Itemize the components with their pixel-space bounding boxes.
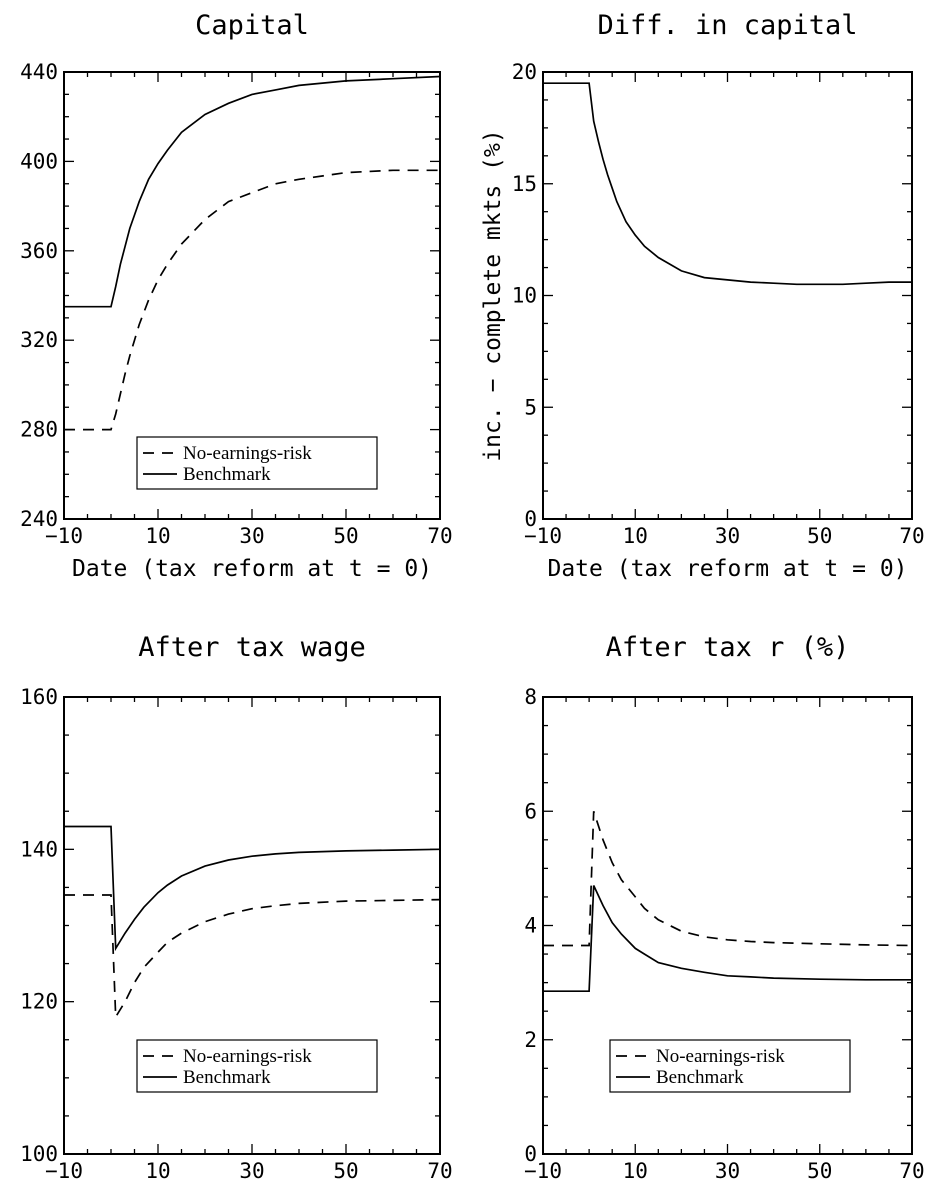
chart-title: Capital (195, 10, 309, 41)
series-line-no-earnings-risk (64, 169, 440, 431)
y-tick-label: 6 (524, 799, 537, 823)
x-axis-label: Date (tax reform at t = 0) (72, 556, 432, 582)
series-line-benchmark (543, 885, 912, 993)
x-tick-label: 30 (715, 1159, 740, 1183)
x-tick-label: 10 (623, 524, 648, 548)
x-tick-label: 50 (807, 524, 832, 548)
x-tick-label: 10 (623, 1159, 648, 1183)
chart-title: After tax r (%) (606, 632, 850, 663)
chart-title: Diff. in capital (597, 10, 857, 41)
legend-box (136, 436, 378, 490)
y-tick-label: 400 (20, 149, 58, 173)
y-tick-label: 440 (20, 60, 58, 84)
chart-panel-2: After tax wage −10 10 30 50 70 100 120 140 160 No-… (20, 632, 453, 1183)
y-tick-label: 20 (512, 60, 537, 84)
y-tick-label: 0 (524, 507, 537, 531)
chart-title: After tax wage (138, 632, 366, 663)
y-tick-label: 360 (20, 239, 58, 263)
legend-label: No-earnings-risk (183, 1046, 312, 1067)
y-tick-label: 140 (20, 837, 58, 861)
y-tick-label: 280 (20, 418, 58, 442)
x-tick-label: 70 (899, 524, 924, 548)
legend-label: Benchmark (183, 1067, 271, 1088)
x-tick-label: −10 (45, 524, 83, 548)
legend-box (609, 1039, 851, 1093)
x-tick-label: 30 (239, 524, 264, 548)
x-tick-label: 70 (427, 524, 452, 548)
y-tick-label: 120 (20, 990, 58, 1014)
y-tick-label: 320 (20, 328, 58, 352)
x-tick-label: −10 (45, 1159, 83, 1183)
series-line-diff (543, 82, 912, 286)
series-line-benchmark (64, 825, 441, 952)
y-tick-label: 0 (524, 1142, 537, 1166)
y-tick-label: 4 (524, 914, 537, 938)
legend-label: No-earnings-risk (183, 443, 312, 464)
x-tick-label: 10 (145, 524, 170, 548)
series-line-no-earnings-risk (64, 894, 441, 1020)
x-tick-label: 70 (427, 1159, 452, 1183)
x-axis-label: Date (tax reform at t = 0) (547, 556, 907, 582)
x-tick-label: 10 (145, 1159, 170, 1183)
x-tick-label: 50 (333, 524, 358, 548)
chart-panel-3: After tax r (%) −10 10 30 50 70 0 2 4 6 8 No-earnin… (524, 632, 925, 1183)
y-tick-label: 15 (512, 172, 537, 196)
y-tick-label: 10 (512, 284, 537, 308)
x-tick-label: 50 (333, 1159, 358, 1183)
x-tick-label: 30 (715, 524, 740, 548)
legend-box (136, 1039, 378, 1093)
x-tick-label: 70 (899, 1159, 924, 1183)
y-tick-label: 8 (524, 685, 537, 709)
legend-label: No-earnings-risk (656, 1046, 785, 1067)
y-tick-label: 160 (20, 685, 58, 709)
legend-label: Benchmark (656, 1067, 744, 1088)
y-tick-label: 2 (524, 1028, 537, 1052)
chart-panel-0: Capital −10 10 30 50 70 240 280 320 360 400 440 Date… (20, 10, 453, 582)
x-tick-label: 50 (807, 1159, 832, 1183)
chart-panel-1: Diff. in capital −10 10 30 50 70 0 5 10 15 20 Date … (480, 10, 925, 582)
y-axis-label: inc. − complete mkts (%) (480, 129, 506, 461)
series-line-benchmark (64, 75, 441, 308)
legend-label: Benchmark (183, 464, 271, 485)
y-tick-label: 5 (524, 395, 537, 419)
y-tick-label: 100 (20, 1142, 58, 1166)
y-tick-label: 240 (20, 507, 58, 531)
series-line-no-earnings-risk (543, 811, 913, 947)
x-tick-label: −10 (524, 1159, 562, 1183)
x-tick-label: 30 (239, 1159, 264, 1183)
x-tick-label: −10 (524, 524, 562, 548)
